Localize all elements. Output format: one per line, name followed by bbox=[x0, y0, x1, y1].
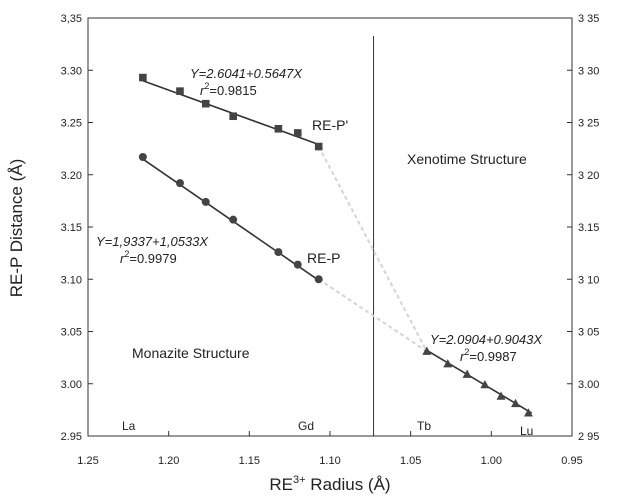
data-point-square bbox=[176, 87, 184, 95]
data-point-triangle bbox=[511, 398, 521, 408]
data-point-triangle bbox=[462, 369, 472, 378]
y-tick-label-left: 3,35 bbox=[61, 13, 82, 25]
y-tick-label-left: 3.10 bbox=[61, 274, 82, 286]
equation-rep-prime: Y=2.6041+0.5647X r2=0.9815 bbox=[190, 66, 303, 98]
data-point-circle bbox=[274, 248, 283, 257]
data-point-circle bbox=[229, 215, 238, 224]
data-point-triangle bbox=[422, 346, 432, 355]
r2-text: r2=0.9979 bbox=[120, 249, 177, 266]
element-label-lu: Lu bbox=[520, 424, 533, 438]
x-tick-label: 1.00 bbox=[481, 455, 502, 467]
x-ticks: 1.25 1.20 1.15 1.10 1.05 1.00 0.95 bbox=[77, 431, 583, 467]
y-tick-label-right: 3.15 bbox=[578, 222, 599, 234]
monazite-structure-label: Monazite Structure bbox=[132, 345, 250, 361]
plot-area bbox=[87, 17, 573, 437]
element-label-la: La bbox=[122, 419, 136, 433]
xenotime-structure-label: Xenotime Structure bbox=[407, 151, 527, 167]
y-tick-label-right: 3 30 bbox=[578, 65, 599, 77]
plot-frame bbox=[87, 17, 573, 437]
data-point-circle bbox=[314, 275, 323, 284]
y-ticks-right: 2 95 3.00 3 05 3 10 3.15 3 20 3 25 3 30 3 35 bbox=[567, 13, 599, 443]
x-tick-label: 1.10 bbox=[319, 455, 340, 467]
structure-connector-line bbox=[318, 278, 428, 353]
r2-text: r2=0.9987 bbox=[460, 347, 517, 364]
x-tick-label: 0.95 bbox=[561, 455, 582, 467]
x-axis-title: RE3+ Radius (Å) bbox=[269, 474, 390, 494]
connectors bbox=[317, 146, 428, 353]
data-point-circle bbox=[138, 152, 147, 161]
y-tick-label-right: 2 95 bbox=[578, 431, 599, 443]
x-tick-label: 1.20 bbox=[158, 455, 179, 467]
r2-text: r2=0.9815 bbox=[200, 81, 257, 98]
y-tick-label-right: 3 10 bbox=[578, 274, 599, 286]
equation-rep: Y=1,9337+1,0533X r2=0.9979 bbox=[96, 234, 209, 266]
data-point-square bbox=[201, 99, 210, 108]
data-point-triangle bbox=[443, 359, 453, 368]
y-tick-label-left: 3.00 bbox=[61, 379, 82, 391]
y-tick-label-left: 3.05 bbox=[61, 327, 82, 339]
series-label-rep: RE-P bbox=[307, 250, 340, 266]
y-tick-label-left: 3.25 bbox=[61, 118, 82, 130]
data-point-circle bbox=[175, 179, 184, 188]
y-tick-label-right: 3 20 bbox=[578, 170, 599, 182]
data-point-circle bbox=[293, 260, 302, 269]
equation-xenotime: Y=2.0904+0.9043X r2=0.9987 bbox=[430, 332, 543, 364]
x-tick-label: 1.25 bbox=[77, 455, 98, 467]
data-point-triangle bbox=[496, 391, 506, 400]
series-label-rep-prime: RE-P' bbox=[312, 117, 348, 133]
equation-text: Y=1,9337+1,0533X bbox=[96, 234, 209, 249]
y-ticks-left: 2.95 3.00 3.05 3.10 3.15 3.20 3.25 3.30 3,35 bbox=[61, 13, 93, 443]
y-tick-label-left: 3.20 bbox=[61, 170, 82, 182]
data-point-square bbox=[274, 124, 283, 133]
x-tick-label: 1.15 bbox=[239, 455, 260, 467]
markers bbox=[138, 73, 533, 417]
data-point-circle bbox=[201, 197, 210, 206]
element-label-gd: Gd bbox=[298, 419, 314, 433]
data-point-triangle bbox=[523, 408, 533, 417]
y-tick-label-left: 2.95 bbox=[61, 431, 82, 443]
data-point-square bbox=[229, 112, 237, 121]
equation-text: Y=2.0904+0.9043X bbox=[430, 332, 543, 347]
y-tick-label-right: 3 05 bbox=[578, 327, 599, 339]
x-tick-label: 1.05 bbox=[400, 455, 421, 467]
structure-connector-line bbox=[317, 146, 428, 352]
data-point-triangle bbox=[480, 379, 490, 389]
data-point-square bbox=[139, 73, 147, 82]
element-label-tb: Tb bbox=[417, 419, 431, 433]
data-point-square bbox=[314, 142, 323, 151]
y-tick-label-right: 3 25 bbox=[578, 118, 599, 130]
y-tick-label-left: 3.15 bbox=[61, 222, 82, 234]
data-point-square bbox=[293, 129, 302, 137]
y-axis-title: RE-P Distance (Å) bbox=[7, 159, 26, 298]
y-tick-label-right: 3.00 bbox=[578, 379, 599, 391]
y-tick-label-right: 3 35 bbox=[578, 13, 599, 25]
equation-text: Y=2.6041+0.5647X bbox=[190, 66, 303, 81]
y-tick-label-left: 3.30 bbox=[61, 65, 82, 77]
